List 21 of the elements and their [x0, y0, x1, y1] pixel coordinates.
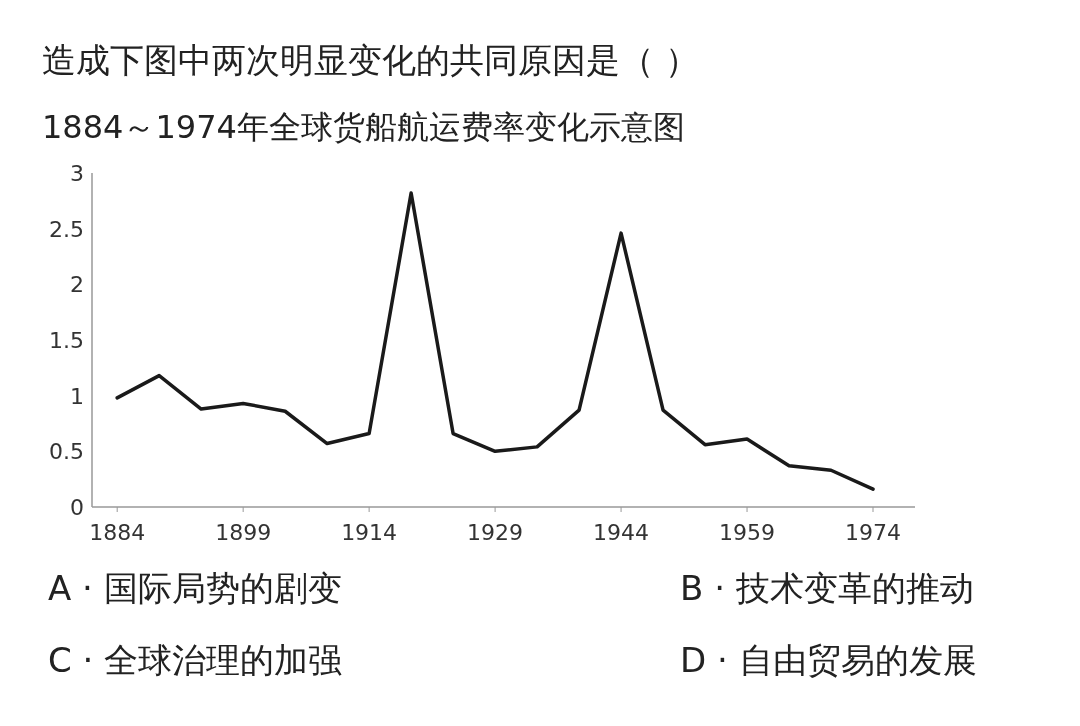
x-tick-label: 1974: [845, 520, 902, 545]
y-tick-label: 2: [70, 272, 84, 298]
text: D · 自由贸易的发展: [680, 640, 977, 680]
x-tick-label: 1884: [89, 520, 146, 545]
y-tick-label: 1.5: [49, 328, 84, 353]
y-tick-label: 0.5: [49, 439, 84, 465]
x-tick-label: 1929: [467, 520, 524, 545]
y-tick-label: 1: [70, 383, 84, 409]
y-tick-label: 0: [70, 495, 84, 520]
x-tick-label: 1899: [215, 520, 272, 545]
text: A · 国际局势的剧变: [48, 568, 342, 608]
text: B · 技术变革的推动: [680, 568, 974, 608]
text: C · 全球治理的加强: [48, 640, 343, 680]
text: 造成下图中两次明显变化的共同原因是（ ）: [42, 40, 699, 80]
line-series: [115, 191, 875, 491]
x-tick-label: 1914: [341, 520, 398, 545]
chart-title: 1884～1974年全球货船航运费率变化示意图: [42, 108, 685, 146]
x-tick-label: 1944: [593, 520, 650, 545]
y-tick-label: 3: [70, 161, 84, 186]
y-tick-label: 2.5: [49, 216, 84, 242]
x-tick-label: 1959: [719, 520, 776, 545]
